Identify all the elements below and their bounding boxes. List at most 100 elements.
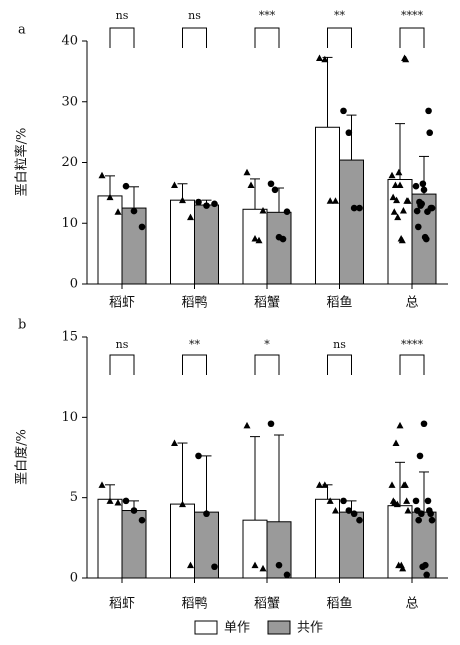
x-tick-label: 稻鱼 [326, 295, 352, 311]
data-point [403, 497, 411, 504]
significance-bracket [254, 27, 280, 48]
data-point [267, 420, 275, 428]
significance-label: ns [188, 9, 201, 22]
data-point [203, 510, 210, 518]
data-point [195, 452, 202, 460]
x-tick-label: 稻鸭 [181, 296, 207, 311]
data-point [275, 561, 283, 569]
data-point [283, 208, 291, 216]
data-point [420, 420, 428, 428]
data-point [171, 181, 178, 188]
significance-bracket [109, 27, 135, 48]
data-point [271, 186, 279, 194]
data-point [394, 213, 402, 221]
data-point [401, 481, 409, 488]
significance-label: ns [333, 338, 346, 351]
data-point [418, 510, 425, 518]
data-point [321, 55, 329, 63]
x-tick-label: 稻蟹 [254, 597, 280, 612]
data-point [388, 171, 396, 179]
bar [339, 159, 364, 285]
bar [121, 207, 147, 285]
data-point [412, 182, 420, 190]
y-axis-label: 垩白度/% [14, 429, 30, 485]
data-point [427, 510, 434, 518]
data-point [356, 516, 363, 524]
data-point [211, 563, 218, 571]
data-point [419, 180, 427, 188]
data-point [420, 186, 428, 194]
data-point [251, 561, 259, 569]
bar [266, 211, 292, 285]
significance-label: **** [401, 9, 424, 22]
data-point [388, 481, 396, 488]
x-tick-label: 稻鸭 [181, 597, 207, 612]
data-point [171, 439, 178, 447]
data-point [402, 55, 410, 63]
data-point [187, 213, 194, 221]
significance-label: * [264, 338, 270, 351]
data-point [345, 507, 353, 514]
data-point [389, 193, 397, 201]
bar [170, 199, 195, 285]
x-tick-label: 稻虾 [109, 296, 135, 311]
data-point [321, 481, 329, 488]
significance-label: ns [116, 338, 129, 351]
data-point [122, 497, 130, 505]
data-point [418, 200, 426, 208]
data-point [332, 507, 339, 514]
data-point [130, 207, 138, 215]
significance-bracket [254, 354, 280, 375]
data-point [106, 497, 114, 504]
data-point [267, 180, 275, 188]
data-point [416, 452, 424, 460]
legend-swatch [267, 620, 291, 635]
data-point [413, 207, 421, 215]
significance-bracket [399, 27, 425, 48]
data-point [130, 507, 138, 514]
data-point [326, 197, 334, 204]
bar [242, 208, 268, 285]
data-point [391, 181, 399, 188]
x-tick-label: 稻蟹 [254, 296, 280, 311]
y-tick-label: 40 [61, 34, 78, 49]
data-point [179, 196, 186, 204]
data-point [279, 235, 287, 243]
data-point [428, 204, 436, 212]
data-point [415, 516, 422, 524]
data-point [426, 129, 434, 137]
data-point [114, 208, 122, 215]
data-point [398, 236, 406, 244]
data-point [396, 181, 404, 188]
x-tick-label: 稻鱼 [326, 596, 352, 612]
panel-label: a [18, 23, 26, 38]
data-point [340, 497, 347, 505]
data-point [404, 197, 412, 204]
data-point [283, 571, 291, 579]
y-tick-label: 15 [61, 330, 78, 345]
significance-bracket [327, 354, 352, 375]
bar [387, 179, 413, 285]
y-axis-label: 垩白粒率/% [14, 128, 30, 197]
data-point [211, 200, 218, 208]
data-point [98, 481, 106, 488]
data-point [356, 204, 363, 212]
significance-bracket [182, 354, 207, 375]
data-point [259, 564, 267, 572]
data-point [340, 107, 347, 115]
significance-label: *** [259, 9, 276, 22]
y-tick-label: 10 [61, 410, 78, 425]
data-point [424, 497, 432, 505]
data-point [138, 223, 146, 231]
significance-label: **** [401, 338, 424, 351]
y-tick-label: 0 [70, 571, 78, 586]
bar [97, 498, 123, 579]
bar [266, 521, 292, 579]
data-point [114, 498, 122, 506]
data-point [414, 223, 422, 231]
y-tick-label: 5 [70, 490, 78, 505]
x-tick-label: 总 [405, 597, 418, 612]
bar [194, 204, 219, 285]
legend-label: 单作 [224, 621, 250, 636]
